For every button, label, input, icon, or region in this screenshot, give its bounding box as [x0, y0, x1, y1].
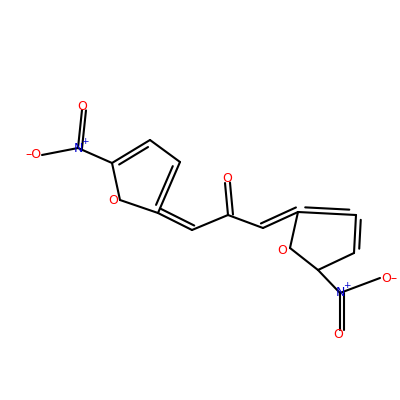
Text: +: +: [81, 136, 89, 146]
Text: N: N: [335, 286, 345, 300]
Text: –O: –O: [25, 148, 41, 162]
Text: O: O: [277, 244, 287, 256]
Text: +: +: [343, 282, 351, 290]
Text: N: N: [73, 142, 83, 154]
Text: O: O: [222, 172, 232, 186]
Text: O: O: [333, 328, 343, 340]
Text: O: O: [77, 100, 87, 114]
Text: O: O: [108, 194, 118, 206]
Text: O–: O–: [381, 272, 397, 284]
